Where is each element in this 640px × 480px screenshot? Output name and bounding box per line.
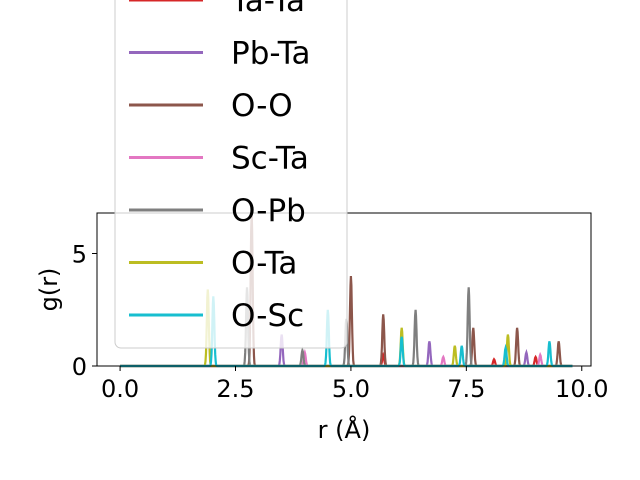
- legend-label: O-Ta: [231, 246, 297, 282]
- legend-box: [114, 0, 348, 349]
- legend-label: O-Sc: [231, 298, 304, 334]
- x-tick-label: 7.5: [447, 375, 485, 403]
- legend-label: O-O: [231, 88, 293, 124]
- x-tick-label: 0.0: [101, 375, 139, 403]
- legend-label: Pb-Ta: [231, 36, 311, 72]
- legend-label: Sc-Ta: [231, 141, 309, 177]
- x-tick-label: 2.5: [216, 375, 254, 403]
- x-axis: 0.0 2.5 5.0 7.5 10.0: [101, 366, 608, 403]
- legend-label: Ta-Ta: [230, 0, 305, 19]
- y-axis: 05: [72, 241, 97, 381]
- y-tick-label: 5: [72, 241, 87, 269]
- y-tick-label: 0: [72, 353, 87, 381]
- x-axis-label: r (Å): [318, 415, 371, 444]
- legend: Ta-Ta Pb-Ta O-O Sc-Ta O-Pb O-Ta O-Sc: [114, 0, 348, 349]
- y-axis-label: g(r): [35, 268, 63, 312]
- x-tick-label: 10.0: [555, 375, 608, 403]
- legend-label: O-Pb: [231, 193, 306, 229]
- x-tick-label: 5.0: [332, 375, 370, 403]
